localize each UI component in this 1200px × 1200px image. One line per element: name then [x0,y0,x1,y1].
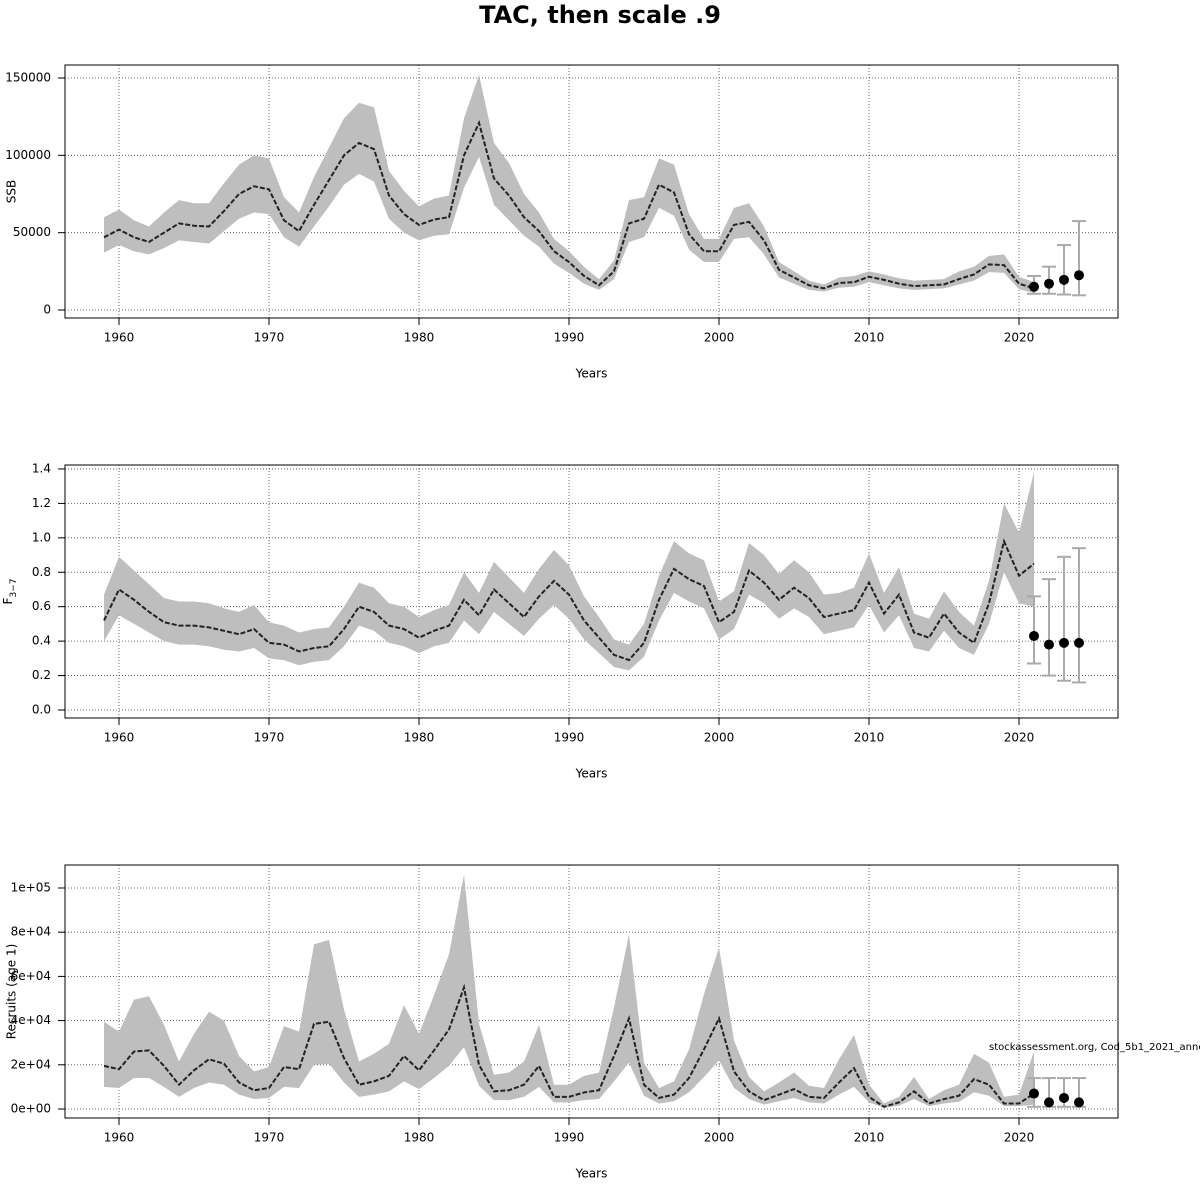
confidence-band [104,472,1034,671]
forecast-point [1029,1088,1039,1099]
y-tick-label: 1.2 [32,496,51,510]
forecast-point [1044,639,1054,650]
y-tick-label: 6e+04 [11,969,51,983]
y-tick-label: 0.0 [32,702,51,716]
x-tick-label: 1990 [554,1131,585,1145]
estimate-line [103,538,1035,662]
x-tick-label: 1960 [104,331,135,345]
x-tick-label: 1970 [254,1131,285,1145]
x-tick-label: 2020 [1004,1131,1035,1145]
estimate-line [103,983,1035,1108]
y-tick-label: 1e+05 [11,880,51,894]
x-tick-label: 2020 [1004,731,1035,745]
forecast-point [1044,278,1054,289]
x-tick-label: 1980 [404,731,435,745]
x-tick-label: 2010 [854,331,885,345]
panel: 1960 1970 1980 1990 2000 2010 2020 0 50000 100000… [5,64,1119,381]
forecast-point [1059,1092,1069,1103]
plot-frame [64,464,1119,719]
x-axis-label: Years [575,367,608,381]
forecast-point [1029,630,1039,641]
y-tick-label: 0.4 [32,634,51,648]
x-tick-label: 1990 [554,331,585,345]
x-tick-label: 1990 [554,731,585,745]
panel: 1960 1970 1980 1990 2000 2010 2020 0e+00 2e+04 4e… [5,864,1200,1181]
y-tick-label: 0 [43,303,51,317]
forecast-point [1029,281,1039,292]
x-tick-label: 2020 [1004,331,1035,345]
plot-frame [64,864,1119,1119]
plot-frame [64,64,1119,319]
forecast-point [1059,274,1069,285]
y-axis-label: Recruits (age 1) [5,944,19,1040]
y-tick-label: 8e+04 [11,925,51,939]
y-axis-label: SSB [5,180,19,203]
x-tick-label: 2010 [854,1131,885,1145]
x-tick-label: 1980 [404,1131,435,1145]
y-axis-label-main: F [1,597,15,604]
x-tick-label: 1960 [104,731,135,745]
x-tick-label: 1960 [104,1131,135,1145]
x-tick-label: 2010 [854,731,885,745]
forecast-point [1074,637,1084,648]
forecast-point [1074,1097,1084,1108]
y-tick-label: 1.4 [32,461,51,475]
forecast-point [1059,637,1069,648]
figure-title: TAC, then scale .9 [479,1,721,29]
y-tick-label: 0.6 [32,599,51,613]
x-axis-label: Years [575,767,608,781]
y-tick-label: 4e+04 [11,1013,51,1027]
x-tick-label: 2000 [704,1131,735,1145]
x-tick-label: 2000 [704,731,735,745]
x-axis-label: Years [575,1167,608,1181]
y-tick-label: 150000 [5,70,51,84]
confidence-band [104,874,1034,1108]
y-tick-label: 100000 [5,148,51,162]
y-tick-label: 0.8 [32,565,51,579]
panel: 1960 1970 1980 1990 2000 2010 2020 0.0 0.2 0.4 0.6… [1,461,1119,781]
x-tick-label: 1980 [404,331,435,345]
y-tick-label: 50000 [13,225,51,239]
y-axis-label: F3−7 [1,579,19,605]
y-tick-label: 2e+04 [11,1057,51,1071]
x-tick-label: 1970 [254,731,285,745]
forecast-point [1044,1097,1054,1108]
y-axis-label-sub: 3−7 [9,579,19,598]
x-tick-label: 2000 [704,331,735,345]
x-tick-label: 1970 [254,331,285,345]
y-tick-label: 1.0 [32,530,51,544]
y-tick-label: 0.2 [32,668,51,682]
forecast-point [1074,270,1084,281]
y-tick-label: 0e+00 [11,1102,51,1116]
annotation: stockassessment.org, Cod_5b1_2021_anne [989,1042,1200,1053]
estimate-line [103,119,1035,290]
